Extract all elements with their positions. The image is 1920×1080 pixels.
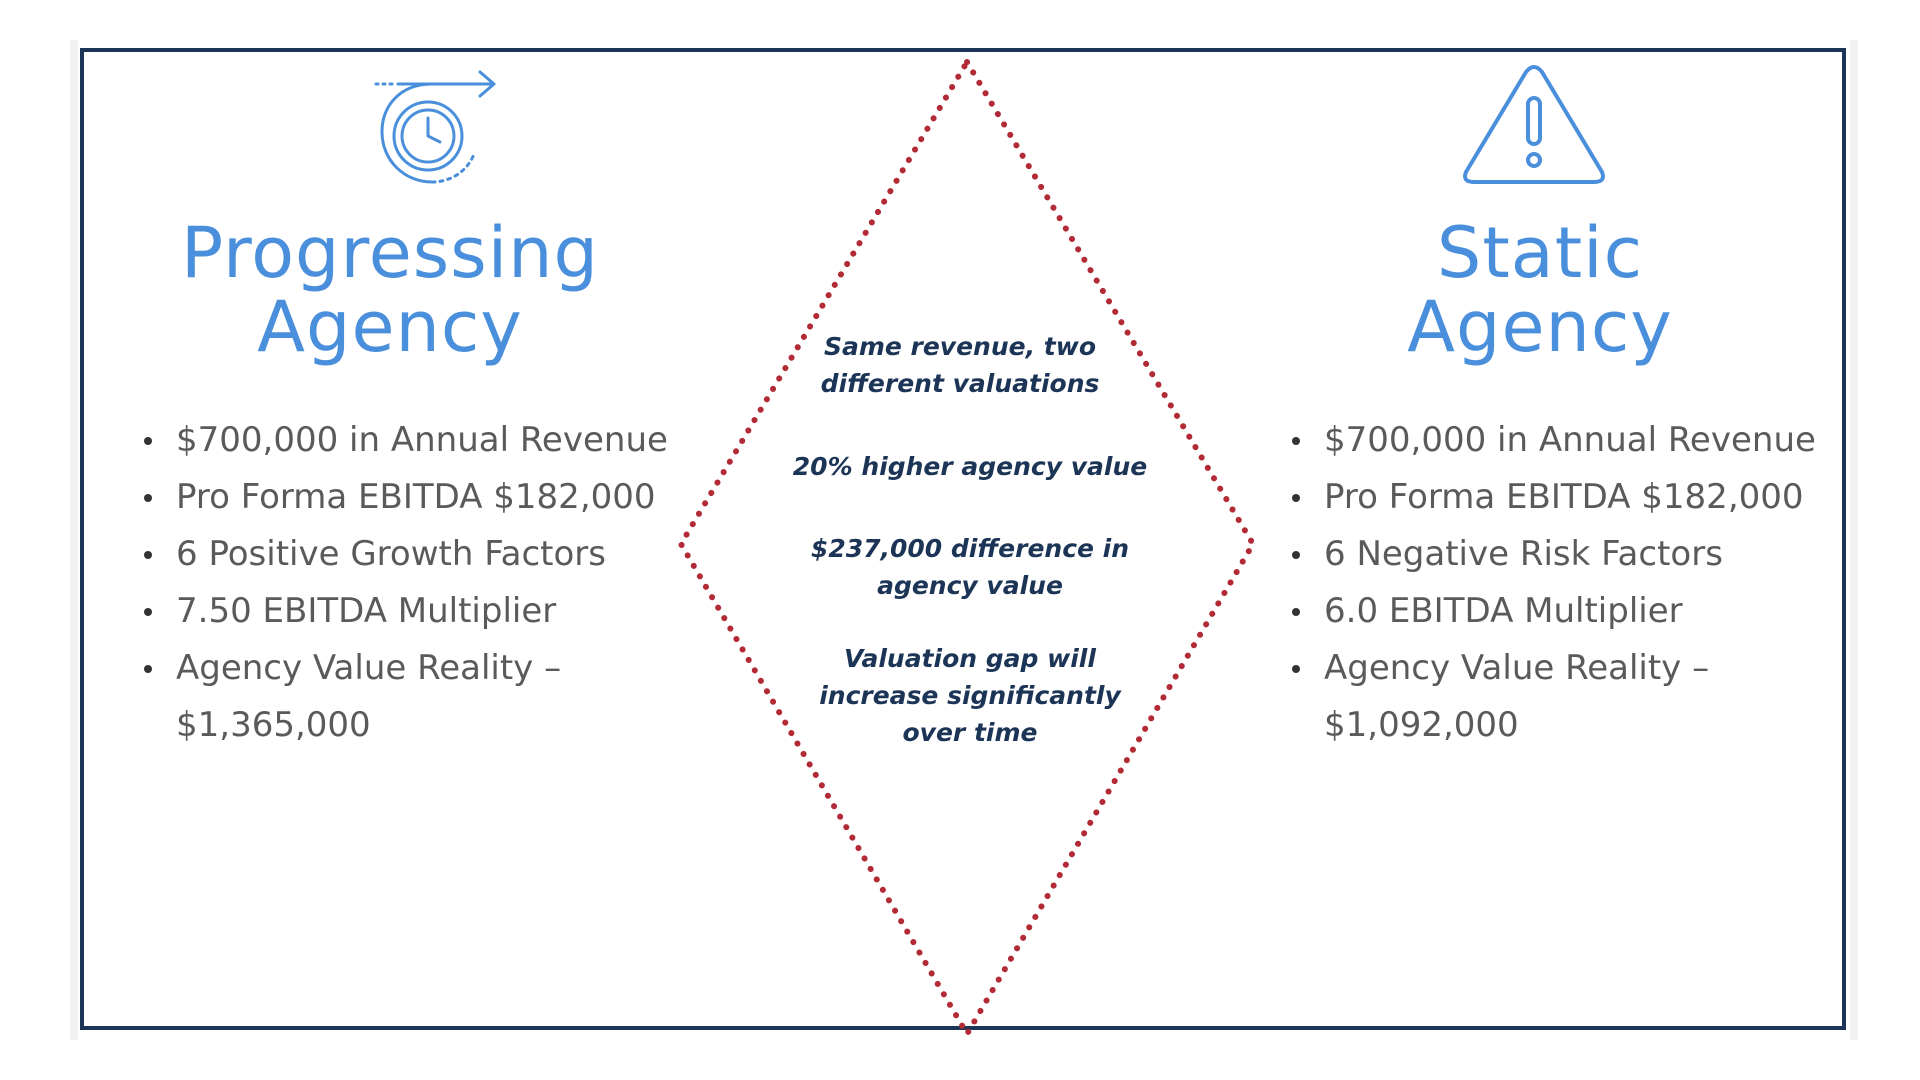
dotted-diamond <box>677 56 1257 1040</box>
static-agency-title: Static Agency <box>1260 216 1820 364</box>
center-note-4: Valuation gap will increase significantl… <box>819 644 1121 747</box>
left-edge-shadow <box>70 40 78 1040</box>
title-line-1: Static <box>1436 212 1644 294</box>
warning-triangle-icon <box>1460 62 1608 192</box>
list-item: Agency Value Reality – $1,365,000 <box>140 640 680 754</box>
comparison-frame <box>80 48 1846 1030</box>
static-facts-list: $700,000 in Annual Revenue Pro Forma EBI… <box>1288 412 1828 754</box>
list-item: $700,000 in Annual Revenue <box>140 412 680 469</box>
list-item: Pro Forma EBITDA $182,000 <box>1288 469 1828 526</box>
progressing-agency-title: Progressing Agency <box>110 216 670 364</box>
center-note-3: $237,000 difference in agency value <box>810 534 1130 600</box>
title-line-1: Progressing <box>181 212 599 294</box>
center-note-1: Same revenue, two different valuations <box>820 332 1100 398</box>
progressing-facts-list: $700,000 in Annual Revenue Pro Forma EBI… <box>140 412 680 754</box>
center-note-2: 20% higher agency value <box>792 452 1148 481</box>
list-item: 6 Negative Risk Factors <box>1288 526 1828 583</box>
progressing-agency-panel: Progressing Agency $700,000 in Annual Re… <box>0 0 700 1080</box>
title-line-2: Agency <box>1407 286 1673 368</box>
list-item: $700,000 in Annual Revenue <box>1288 412 1828 469</box>
title-line-2: Agency <box>257 286 523 368</box>
list-item: 7.50 EBITDA Multiplier <box>140 583 680 640</box>
list-item: Agency Value Reality – $1,092,000 <box>1288 640 1828 754</box>
clock-arrow-icon <box>370 64 520 194</box>
list-item: 6.0 EBITDA Multiplier <box>1288 583 1828 640</box>
list-item: 6 Positive Growth Factors <box>140 526 680 583</box>
right-edge-shadow <box>1850 40 1858 1040</box>
list-item: Pro Forma EBITDA $182,000 <box>140 469 680 526</box>
